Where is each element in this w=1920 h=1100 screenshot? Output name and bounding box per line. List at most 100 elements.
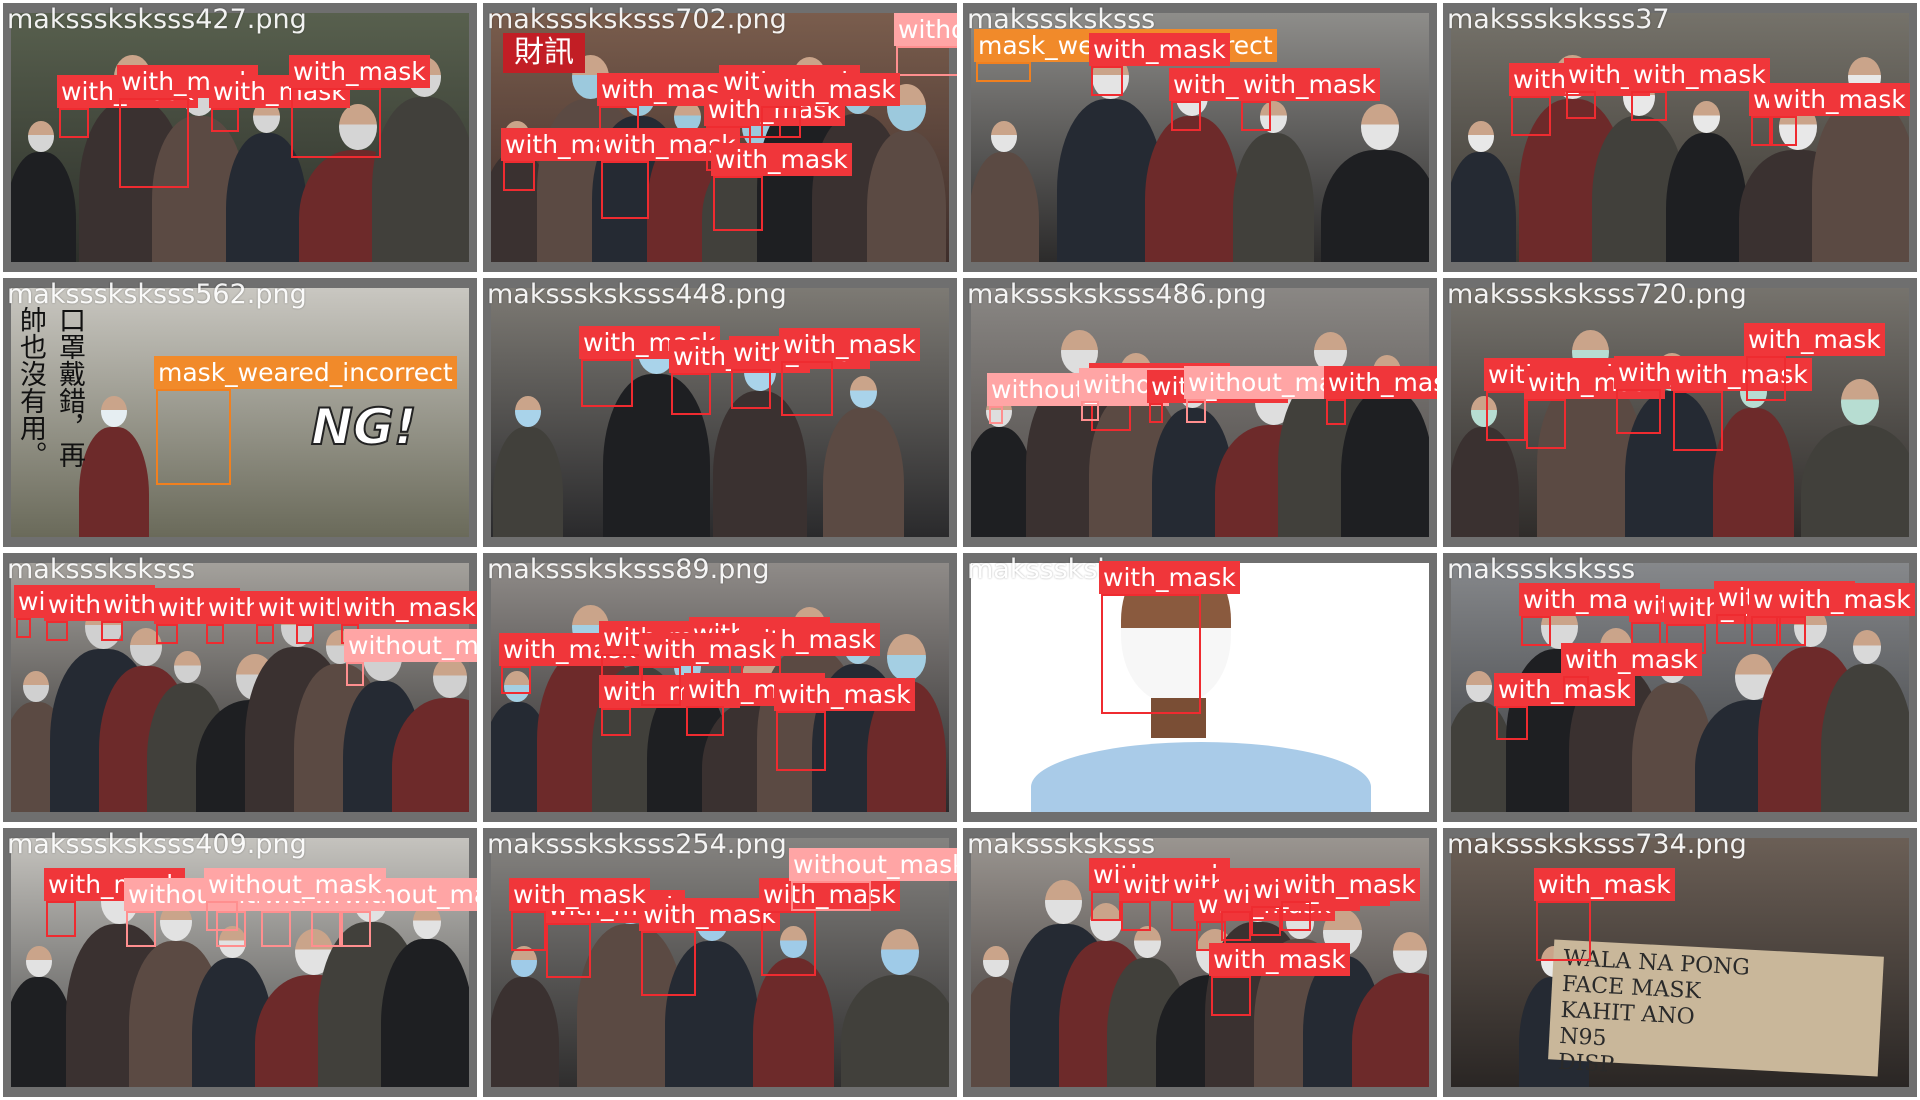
face [844,80,872,114]
tile-filename: maksssksksss [967,829,1156,860]
magazine-logo: 財訊 [503,33,585,73]
face [413,905,441,939]
face [1541,604,1578,649]
face [1134,925,1161,958]
tile-filename: maksssksksss720.png [1447,279,1747,310]
person-silhouette [1451,152,1516,262]
person-silhouette [841,975,949,1087]
face [674,650,701,683]
person-silhouette [493,427,563,537]
tile-filename: maksssksksss702.png [487,4,787,35]
face [780,925,807,958]
face [85,604,122,649]
face [1466,670,1492,702]
face [363,634,402,681]
face [253,100,280,133]
face [1373,355,1401,389]
face [844,630,872,664]
photo [11,838,469,1087]
image-tile: maksssksksss with_mask with_mask with_mask w… [0,550,480,825]
face [1323,909,1362,956]
face [511,945,537,977]
person-silhouette [11,152,76,262]
image-tile: maksssksksss with_mask with_mask with_mask w… [1440,550,1920,825]
face [408,57,441,97]
person-silhouette [1801,425,1909,537]
person-silhouette [491,977,559,1087]
tile-filename: maksssksksss [967,4,1156,35]
photo [1451,13,1909,262]
tile-filename: maksssksksss37 [1447,4,1670,35]
face [1794,607,1827,647]
photo [971,13,1429,262]
person-silhouette [971,152,1039,262]
face [1659,650,1686,683]
face [515,395,541,427]
face [130,627,162,666]
image-tile: maksssksksss254.png with_mask with_mask wit… [480,825,960,1100]
cardboard-sign: WALA NA PONG FACE MASK KAHIT ANO N95 DISP [1548,939,1884,1078]
image-tile: 口罩戴錯，再帥也沒有用。 NG! maksssksksss562.png mask_w… [0,275,480,550]
person-silhouette [867,681,946,812]
face [339,104,377,150]
person-silhouette [1321,150,1429,262]
face [991,120,1017,152]
photo [491,288,949,537]
face [1260,100,1287,133]
photo [971,838,1429,1087]
person-silhouette [372,97,469,262]
tile-filename: maksssksksss [7,554,196,585]
photo: 口罩戴錯，再帥也沒有用。 NG! [11,288,469,537]
face [850,375,877,408]
face [433,657,467,698]
person-silhouette [79,427,149,537]
face [101,395,127,427]
photo [971,288,1429,537]
tile-filename: maksssksksss486.png [967,279,1267,310]
face [326,630,354,664]
portrait-neck [1151,698,1206,738]
face [1045,879,1082,924]
person-silhouette [603,374,710,537]
image-tile: maksssksksss89.png with_mask with_mask with… [480,550,960,825]
face [23,670,49,702]
tile-filename: maksssksksss409.png [7,829,307,860]
person-silhouette [226,133,307,262]
person-silhouette [713,391,807,537]
image-tile: 財訊maksssksksss702.pngwithout_maskwith_ma… [480,0,960,275]
face [1693,100,1720,133]
face [674,100,701,133]
portrait-person [1031,742,1371,812]
face [1623,77,1655,116]
tile-filename: maksssksksss734.png [1447,829,1747,860]
face [572,604,609,649]
face [1740,375,1767,408]
face [744,352,776,391]
image-tile: maksssksksss with_mask with_mask with_mask w… [960,825,1440,1100]
face [612,879,649,924]
person-silhouette [1821,664,1909,812]
image-tile: maksssksksss427.png with_mask with_mask wit… [0,0,480,275]
photo: 財訊 [491,13,949,262]
face [1090,902,1122,941]
face [504,670,530,702]
person-silhouette [867,131,946,262]
tile-filename: maksssksksss562.png [7,279,307,310]
face [281,607,314,647]
face [638,329,675,374]
face [887,84,926,131]
face [174,650,201,683]
photo: WALA NA PONG FACE MASK KAHIT ANO N95 DISP [1451,838,1909,1087]
face [1393,932,1427,973]
face [623,77,655,116]
face [881,929,919,975]
face [1179,375,1206,408]
photo [491,563,949,812]
face [1120,352,1152,391]
person-silhouette [971,427,1034,537]
face [219,925,246,958]
face [983,945,1009,977]
face [1176,77,1208,116]
photo [491,838,949,1087]
